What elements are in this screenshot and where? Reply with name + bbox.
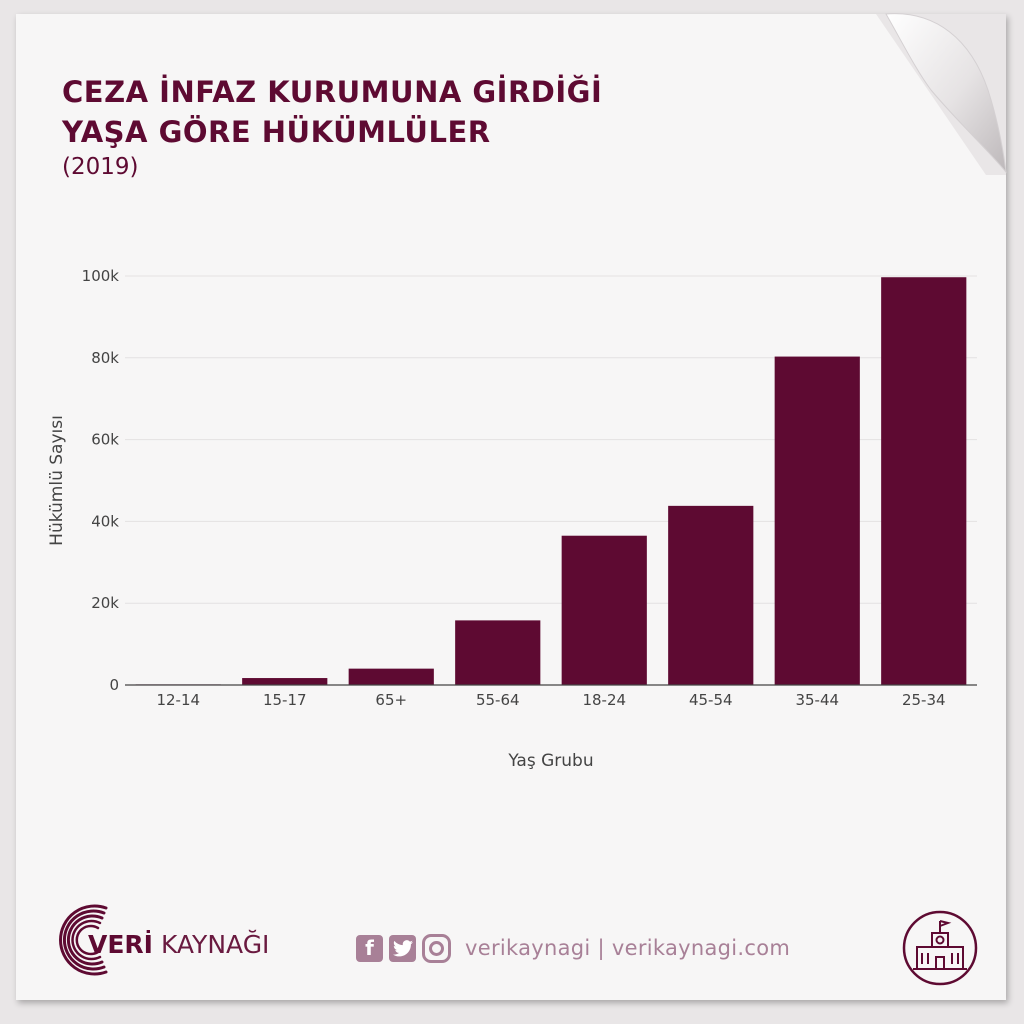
x-axis-label: Yaş Grubu: [507, 751, 593, 771]
bar-18-24[interactable]: [561, 535, 647, 685]
facebook-icon[interactable]: f: [356, 934, 383, 962]
chart-subtitle: (2019): [62, 154, 139, 180]
x-tick-label: 45-54: [689, 691, 733, 709]
x-tick-label: 65+: [375, 691, 407, 709]
bar-35-44[interactable]: [774, 356, 860, 685]
social-links: f verikaynagi | verikaynagi.com: [356, 932, 790, 964]
page-curl-decoration: [876, 13, 1007, 175]
bars: [135, 277, 967, 685]
y-tick-labels: 0 20k 40k 60k 80k 100k: [82, 267, 120, 694]
y-tick-label: 20k: [91, 594, 119, 612]
bar-45-54[interactable]: [668, 505, 754, 685]
veri-kaynagi-logo-icon: [59, 904, 108, 976]
y-tick-label: 60k: [91, 431, 119, 449]
brand-name-bold: VERİ: [88, 930, 153, 959]
bar-65+[interactable]: [348, 668, 434, 685]
y-tick-label: 40k: [91, 512, 119, 530]
x-tick-label: 12-14: [156, 691, 200, 709]
x-tick-label: 35-44: [795, 691, 839, 709]
school-building-icon: [902, 910, 978, 986]
x-tick-label: 15-17: [263, 691, 307, 709]
brand-name: VERİ KAYNAĞI: [88, 930, 269, 959]
y-tick-label: 80k: [91, 349, 119, 367]
y-axis-label: Hükümlü Sayısı: [47, 415, 67, 546]
x-tick-label: 25-34: [902, 691, 946, 709]
bar-15-17[interactable]: [242, 678, 328, 685]
y-tick-label: 0: [109, 676, 119, 694]
chart-title-line-1: CEZA İNFAZ KURUMUNA GİRDİĞİ: [62, 75, 603, 109]
x-tick-labels: 12-14 15-17 65+ 55-64 18-24 45-54 35-44 25-34: [156, 691, 945, 709]
x-tick-label: 55-64: [476, 691, 520, 709]
x-tick-label: 18-24: [582, 691, 626, 709]
chart-title-line-2: YAŞA GÖRE HÜKÜMLÜLER: [62, 115, 491, 149]
bar-55-64[interactable]: [455, 620, 541, 685]
y-tick-label: 100k: [82, 267, 120, 285]
brand-name-light: KAYNAĞI: [160, 930, 270, 959]
chart-title: CEZA İNFAZ KURUMUNA GİRDİĞİ YAŞA GÖRE HÜ…: [62, 72, 602, 152]
social-handle[interactable]: verikaynagi | verikaynagi.com: [465, 936, 791, 960]
bar-25-34[interactable]: [881, 277, 967, 685]
instagram-icon[interactable]: [422, 933, 451, 963]
twitter-icon[interactable]: [389, 934, 416, 962]
